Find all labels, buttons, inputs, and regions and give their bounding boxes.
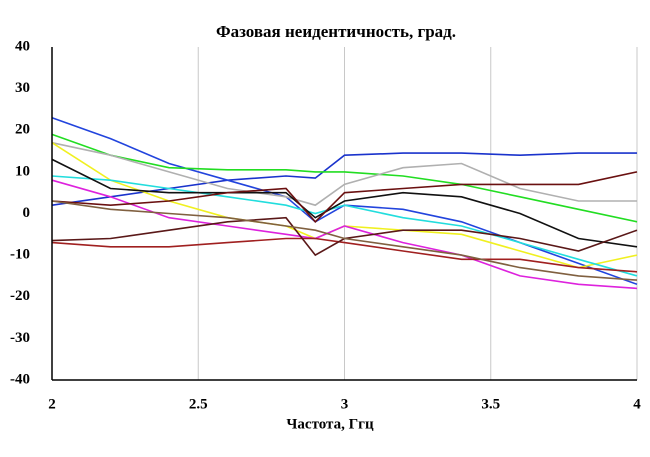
y-tick-label: 40 bbox=[15, 38, 30, 54]
series-line bbox=[51, 158, 638, 248]
series-line bbox=[51, 237, 638, 273]
series-line bbox=[51, 152, 637, 206]
y-tick-label: -30 bbox=[10, 330, 30, 346]
y-tick-label: -40 bbox=[10, 371, 30, 387]
series-line bbox=[51, 133, 638, 223]
x-tick-label: 2 bbox=[48, 396, 56, 412]
series-line bbox=[51, 179, 638, 290]
x-tick-label: 3 bbox=[341, 396, 349, 412]
x-axis-label: Частота, Ггц bbox=[286, 416, 374, 432]
y-tick-label: -20 bbox=[10, 288, 30, 304]
series-line bbox=[51, 141, 637, 207]
series-line bbox=[51, 216, 638, 257]
y-tick-label: 0 bbox=[23, 205, 31, 221]
y-tick-label: -10 bbox=[10, 247, 30, 263]
series-line bbox=[51, 200, 638, 281]
y-tick-label: 20 bbox=[15, 122, 30, 138]
x-tick-label: 2.5 bbox=[189, 396, 208, 412]
lines bbox=[51, 117, 638, 290]
chart-title: Фазовая неидентичность, град. bbox=[216, 22, 456, 41]
x-tick-label: 4 bbox=[633, 396, 641, 412]
x-tick-label: 3.5 bbox=[481, 396, 500, 412]
y-tick-label: 30 bbox=[15, 80, 30, 96]
y-tick-label: 10 bbox=[15, 163, 30, 179]
series-line bbox=[51, 171, 638, 223]
